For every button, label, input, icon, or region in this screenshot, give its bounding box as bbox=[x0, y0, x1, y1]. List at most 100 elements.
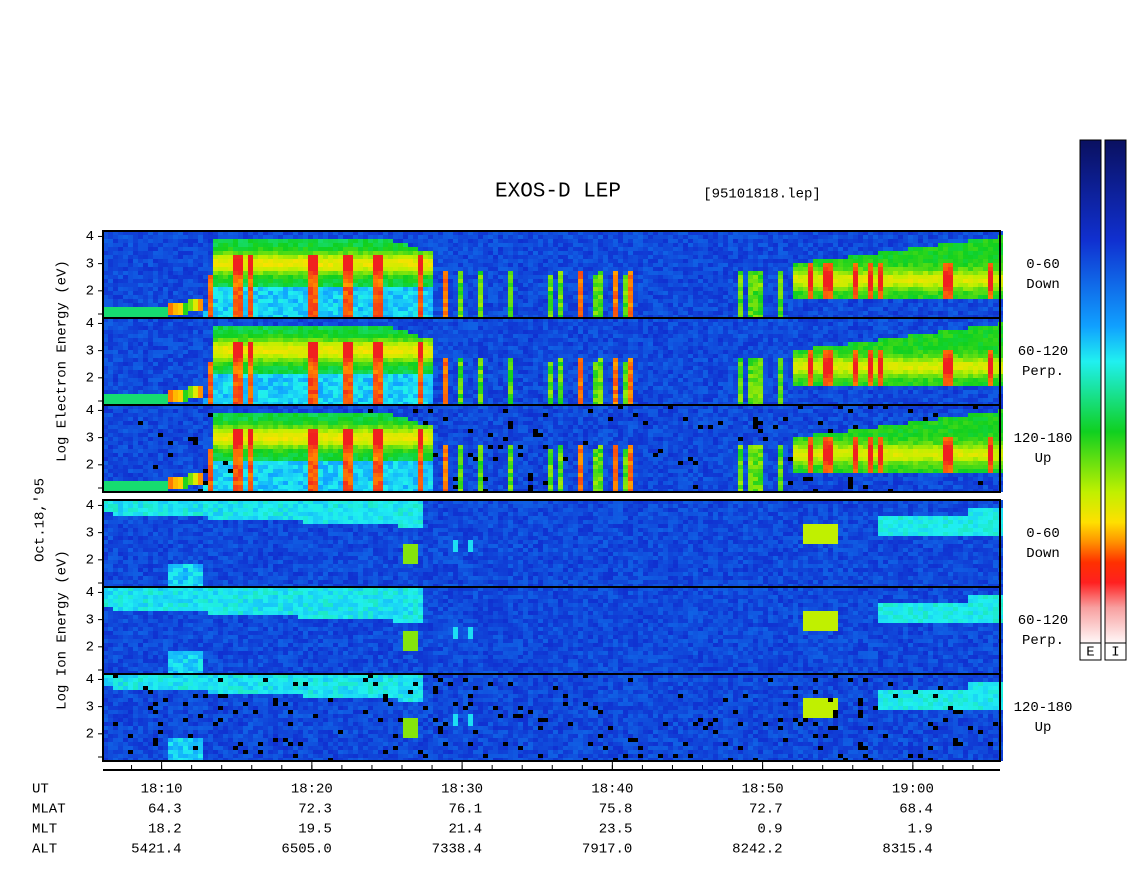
spectrogram-cell bbox=[158, 291, 163, 295]
spectrogram-cell bbox=[233, 318, 238, 322]
spectrogram-cell bbox=[363, 315, 368, 318]
spectrogram-cell bbox=[688, 279, 693, 283]
spectrogram-cell bbox=[308, 259, 313, 263]
spectrogram-cell bbox=[903, 303, 908, 307]
spectrogram-cell bbox=[873, 247, 878, 251]
spectrogram-cell bbox=[333, 251, 338, 255]
spectrogram-cell bbox=[403, 283, 408, 287]
spectrogram-cell bbox=[993, 259, 998, 263]
spectrogram-cell bbox=[183, 334, 188, 338]
spectrogram-cell bbox=[463, 239, 468, 243]
spectrogram-cell bbox=[563, 267, 568, 271]
spectrogram-cell bbox=[358, 283, 363, 287]
spectrogram-cell bbox=[793, 315, 798, 318]
spectrogram-cell bbox=[198, 295, 203, 299]
spectrogram-cell bbox=[198, 271, 203, 275]
spectrogram-cell bbox=[123, 291, 128, 295]
spectrogram-cell bbox=[618, 263, 623, 267]
spectrogram-cell bbox=[888, 315, 893, 318]
spectrogram-cell bbox=[238, 231, 243, 235]
spectrogram-cell bbox=[783, 235, 788, 239]
spectrogram-cell bbox=[443, 295, 448, 299]
spectrogram-cell bbox=[203, 338, 208, 342]
spectrogram-cell bbox=[303, 354, 308, 358]
spectrogram-cell bbox=[293, 287, 298, 291]
spectrogram-cell bbox=[258, 311, 263, 315]
spectrogram-cell bbox=[518, 307, 523, 311]
spectrogram-cell bbox=[158, 311, 163, 315]
spectrogram-cell bbox=[243, 287, 248, 291]
spectrogram-cell bbox=[248, 291, 253, 295]
spectrogram-cell bbox=[758, 239, 763, 243]
spectrogram-cell bbox=[143, 311, 148, 315]
spectrogram-cell bbox=[928, 251, 933, 255]
spectrogram-cell bbox=[238, 330, 243, 334]
spectrogram-cell bbox=[713, 283, 718, 287]
spectrogram-cell bbox=[263, 338, 268, 342]
spectrogram-cell bbox=[678, 259, 683, 263]
spectrogram-cell bbox=[813, 231, 818, 235]
spectrogram-cell bbox=[218, 239, 223, 243]
spectrogram-cell bbox=[123, 243, 128, 247]
spectrogram-cell bbox=[408, 263, 413, 267]
spectrogram-cell bbox=[198, 366, 203, 370]
spectrogram-cell bbox=[568, 275, 573, 279]
spectrogram-cell bbox=[158, 243, 163, 247]
spectrogram-cell bbox=[383, 307, 388, 311]
spectrogram-cell bbox=[763, 251, 768, 255]
spectrogram-cell bbox=[303, 326, 308, 330]
spectrogram-cell bbox=[238, 303, 243, 307]
spectrogram-cell bbox=[293, 255, 298, 259]
spectrogram-cell bbox=[838, 311, 843, 315]
spectrogram-cell bbox=[723, 251, 728, 255]
spectrogram-cell bbox=[778, 315, 783, 318]
spectrogram-cell bbox=[438, 271, 443, 275]
spectrogram-cell bbox=[418, 287, 423, 291]
spectrogram-cell bbox=[193, 251, 198, 255]
spectrogram-cell bbox=[768, 299, 773, 303]
spectrogram-cell bbox=[733, 243, 738, 247]
spectrogram-cell bbox=[218, 394, 223, 398]
spectrogram-cell bbox=[943, 283, 948, 287]
spectrogram-cell bbox=[153, 402, 158, 405]
spectrogram-cell bbox=[108, 322, 113, 326]
spectrogram-cell bbox=[483, 311, 488, 315]
spectrogram-cell bbox=[278, 255, 283, 259]
spectrogram-cell bbox=[918, 267, 923, 271]
spectrogram-cell bbox=[543, 307, 548, 311]
spectrogram-cell bbox=[758, 247, 763, 251]
spectrogram-cell bbox=[748, 279, 753, 283]
spectrogram-cell bbox=[888, 279, 893, 283]
spectrogram-cell bbox=[153, 271, 158, 275]
spectrogram-cell bbox=[533, 279, 538, 283]
spectrogram-cell bbox=[258, 370, 263, 374]
spectrogram-cell bbox=[573, 307, 578, 311]
spectrogram-cell bbox=[498, 243, 503, 247]
spectrogram-cell bbox=[183, 239, 188, 243]
spectrogram-cell bbox=[278, 315, 283, 318]
spectrogram-cell bbox=[888, 295, 893, 299]
spectrogram-cell bbox=[338, 267, 343, 271]
spectrogram-cell bbox=[983, 271, 988, 275]
spectrogram-cell bbox=[838, 239, 843, 243]
spectrogram-cell bbox=[743, 287, 748, 291]
spectrogram-cell bbox=[903, 243, 908, 247]
spectrogram-cell bbox=[228, 334, 233, 338]
spectrogram-cell bbox=[228, 239, 233, 243]
spectrogram-cell bbox=[273, 338, 278, 342]
spectrogram-cell bbox=[653, 235, 658, 239]
spectrogram-cell bbox=[393, 271, 398, 275]
spectrogram-cell bbox=[803, 259, 808, 263]
spectrogram-cell bbox=[323, 334, 328, 338]
spectrogram-cell bbox=[388, 255, 393, 259]
spectrogram-cell bbox=[293, 402, 298, 405]
spectrogram-cell bbox=[748, 259, 753, 263]
spectrogram-cell bbox=[468, 307, 473, 311]
spectrogram-cell bbox=[318, 259, 323, 263]
spectrogram-cell bbox=[313, 307, 318, 311]
spectrogram-cell bbox=[253, 291, 258, 295]
spectrogram-cell bbox=[308, 283, 313, 287]
spectrogram-cell bbox=[978, 263, 983, 267]
spectrogram-cell bbox=[933, 267, 938, 271]
